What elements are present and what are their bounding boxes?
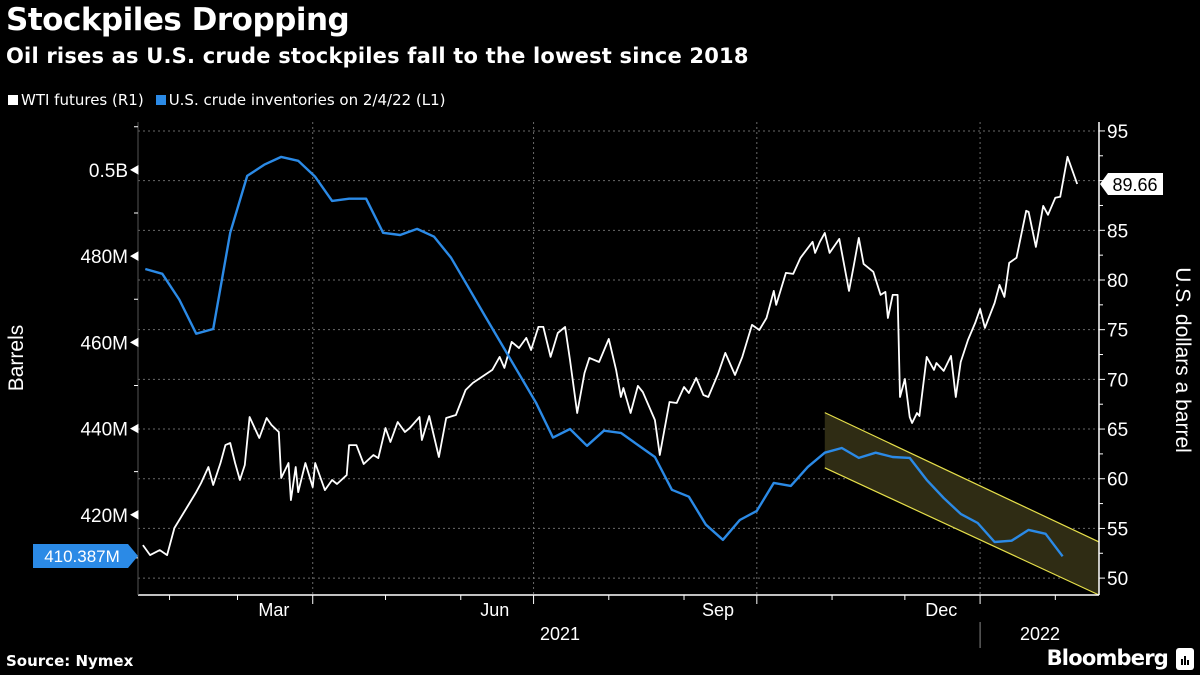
chart-title: Stockpiles Dropping xyxy=(6,2,350,38)
wti-futures-line xyxy=(142,155,1079,556)
legend-item-wti: WTI futures (R1) xyxy=(8,91,144,109)
left-y-tick xyxy=(129,164,139,175)
last-value-left-box xyxy=(33,544,138,568)
left-y-tick xyxy=(129,423,139,434)
last-value-left-label: 410.387M xyxy=(44,547,120,566)
channel-upper-line xyxy=(824,412,1100,543)
left-y-tick xyxy=(129,251,139,261)
last-value-right-marker: 89.66 xyxy=(1100,173,1163,195)
right-y-tick-label: 70 xyxy=(1107,370,1128,391)
right-y-tick-label: 60 xyxy=(1107,470,1128,491)
bloomberg-terminal-icon xyxy=(1176,648,1194,670)
year-label-2021: 2021 xyxy=(540,624,580,644)
axes: Mar Jun Sep Dec 95 85 80 75 70 65 60 55 50 0.5B 480M 46… xyxy=(80,122,1128,648)
bloomberg-logo: Bloomberg xyxy=(1046,646,1169,670)
right-y-tick-label: 85 xyxy=(1107,221,1128,242)
legend-item-inventories: U.S. crude inventories on 2/4/22 (L1) xyxy=(155,91,446,109)
channel-fill xyxy=(824,412,1099,595)
legend-swatch-inventories xyxy=(155,95,166,105)
trend-channel xyxy=(824,412,1100,596)
x-tick-label: Mar xyxy=(258,600,289,620)
last-value-right-box xyxy=(1100,173,1163,195)
right-y-tick-label: 50 xyxy=(1107,569,1128,590)
channel-lower-line xyxy=(824,467,1100,596)
legend-label-inventories: U.S. crude inventories on 2/4/22 (L1) xyxy=(168,91,446,109)
year-label-2022: 2022 xyxy=(1020,624,1060,644)
right-axis-title: U.S. dollars a barrel xyxy=(1171,267,1194,453)
left-y-tick-label: 480M xyxy=(80,247,128,268)
right-y-tick-label: 75 xyxy=(1107,321,1128,342)
left-y-tick xyxy=(129,337,139,348)
x-tick-label: Jun xyxy=(480,600,509,620)
x-tick-label: Sep xyxy=(702,600,734,620)
left-axis-title: Barrels xyxy=(5,325,28,392)
right-y-tick-label: 80 xyxy=(1107,271,1128,292)
left-y-tick xyxy=(129,509,139,520)
last-value-left-marker: 410.387M xyxy=(33,544,138,568)
left-y-tick-label: 440M xyxy=(80,420,128,441)
left-y-tick-label: 420M xyxy=(80,506,128,527)
right-y-tick-label: 65 xyxy=(1107,420,1128,441)
right-y-tick-label: 95 xyxy=(1107,122,1128,143)
gridlines xyxy=(138,122,1099,595)
x-tick-label: Dec xyxy=(925,600,957,620)
last-value-right-label: 89.66 xyxy=(1112,175,1157,195)
right-y-tick-label: 55 xyxy=(1107,519,1128,540)
legend: WTI futures (R1) U.S. crude inventories … xyxy=(8,91,458,109)
source-note: Source: Nymex xyxy=(6,652,134,670)
crude-inventories-line xyxy=(144,155,1064,558)
legend-label-wti: WTI futures (R1) xyxy=(21,91,144,109)
chart-subtitle: Oil rises as U.S. crude stockpiles fall … xyxy=(6,44,749,68)
left-y-tick-label: 460M xyxy=(80,333,128,354)
series-lines xyxy=(142,155,1079,558)
left-y-tick-label: 0.5B xyxy=(89,161,128,182)
legend-swatch-wti xyxy=(8,95,18,105)
